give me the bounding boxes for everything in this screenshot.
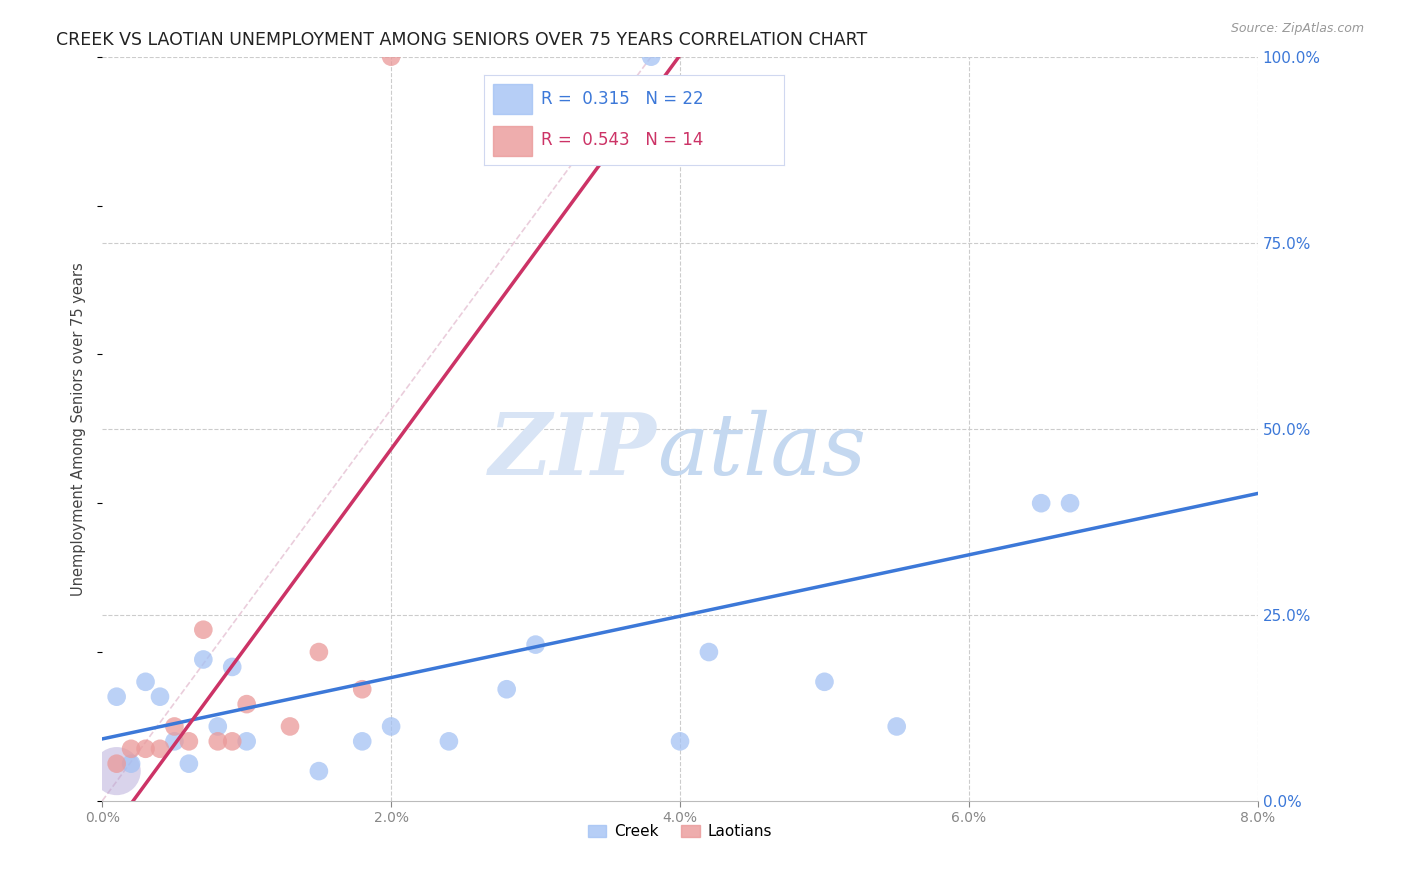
Text: Source: ZipAtlas.com: Source: ZipAtlas.com [1230,22,1364,36]
Point [105,764,128,778]
Point [221,734,243,748]
Point [669,734,692,748]
Point [437,734,460,748]
Point [193,652,215,666]
Point [105,756,128,771]
Point [207,719,229,733]
Y-axis label: Unemployment Among Seniors over 75 years: Unemployment Among Seniors over 75 years [72,262,86,596]
Point [495,682,517,697]
Point [235,697,257,711]
Point [120,741,142,756]
Point [308,645,330,659]
Point [163,719,186,733]
Point [177,734,200,748]
Point [235,734,257,748]
Legend: Creek, Laotians: Creek, Laotians [582,818,778,846]
Point [177,756,200,771]
Point [120,756,142,771]
Point [221,660,243,674]
Point [149,741,172,756]
Point [886,719,908,733]
Point [380,50,402,64]
Point [524,638,547,652]
Point [308,764,330,778]
Point [207,734,229,748]
Point [813,674,835,689]
Point [105,690,128,704]
Point [352,682,374,697]
Point [149,690,172,704]
Text: CREEK VS LAOTIAN UNEMPLOYMENT AMONG SENIORS OVER 75 YEARS CORRELATION CHART: CREEK VS LAOTIAN UNEMPLOYMENT AMONG SENI… [56,31,868,49]
Point [640,50,662,64]
Point [135,741,157,756]
Point [1059,496,1081,510]
Point [135,674,157,689]
Point [380,719,402,733]
Point [352,734,374,748]
Point [193,623,215,637]
Point [697,645,720,659]
Text: atlas: atlas [657,409,866,492]
Text: ZIP: ZIP [489,409,657,493]
Point [163,734,186,748]
Point [1031,496,1053,510]
Point [278,719,301,733]
